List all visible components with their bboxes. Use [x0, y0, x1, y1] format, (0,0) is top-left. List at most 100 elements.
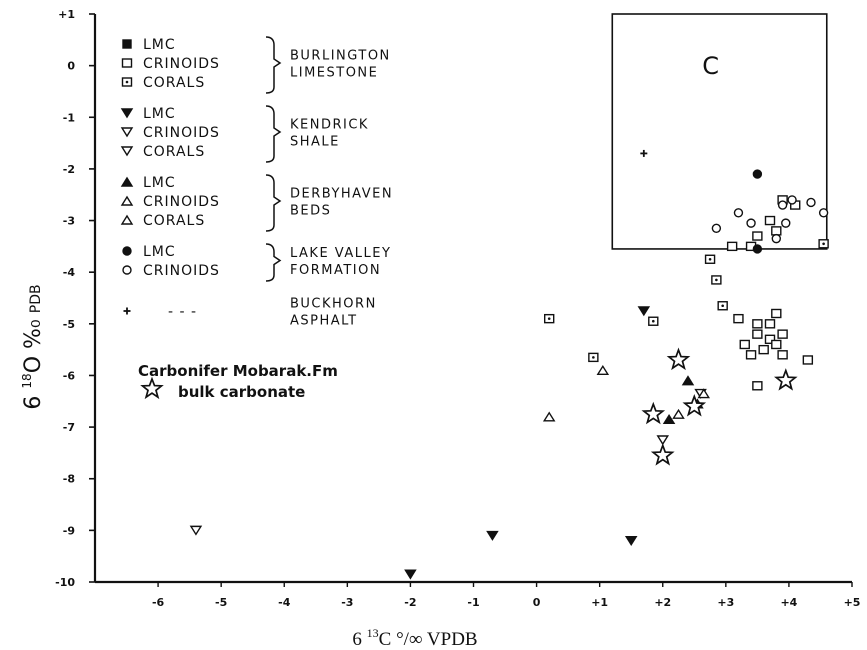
y-tick-label: +1 [58, 8, 75, 21]
legend-group-name: BEDS [290, 204, 331, 219]
data-point [588, 352, 599, 363]
legend-marker-tri-down-filled [120, 108, 134, 119]
ticks: +10-1-2-3-4-5-6-7-8-9-10-6 -5 -4 -3 -2 -1 0 +1 +… [55, 8, 860, 609]
legend-label: CORALS [143, 75, 205, 91]
data-point [818, 239, 829, 249]
legend-group-name: LAKE VALLEY [290, 246, 391, 261]
data-point [771, 308, 782, 319]
legend-marker-square-dot [121, 77, 133, 87]
data-point [764, 215, 776, 226]
data-point [802, 355, 814, 365]
data-point [752, 381, 763, 391]
data-point [787, 195, 797, 205]
data-point [637, 306, 651, 317]
legend-bracket [265, 105, 282, 163]
data-points [189, 149, 829, 580]
axes [93, 14, 852, 584]
series [544, 239, 829, 363]
legend-label: CORALS [143, 213, 205, 229]
data-point [777, 200, 788, 210]
legend-bracket [265, 174, 282, 232]
legend-label: CRINOIDS [143, 194, 220, 210]
data-point [542, 411, 556, 422]
annotation-line-2: bulk carbonate [178, 383, 305, 401]
x-tick-label: -3 [341, 596, 353, 609]
legend-marker-circle-filled [122, 246, 132, 256]
legend-label: CRINOIDS [143, 125, 220, 141]
x-tick-label: -6 [152, 596, 165, 609]
inset-box-c: C [611, 13, 828, 250]
legend-group-name: LIMESTONE [290, 66, 378, 81]
data-point [771, 226, 782, 236]
legend-group-name: BUCKHORN [290, 297, 377, 312]
data-point [752, 244, 763, 254]
annotation-line-1: Carbonifer Mobarak.Fm [138, 362, 338, 380]
data-point [771, 233, 781, 244]
legend-label: LMC [143, 106, 176, 122]
x-tick-label: -2 [404, 596, 416, 609]
y-tick-label: -6 [63, 369, 76, 382]
series [542, 364, 711, 422]
data-point [704, 254, 716, 264]
legend-marker-plus [123, 307, 131, 315]
legend-label: CORALS [143, 144, 205, 160]
legend-group: LMC CRINOIDS LAKE VALLEY FORMATION [122, 243, 391, 282]
data-point [404, 569, 417, 580]
legend-marker-tri-down-open [120, 146, 134, 157]
data-point [666, 347, 691, 371]
legend-group-name: BURLINGTON [290, 49, 391, 64]
legend-marker-square-filled [122, 39, 132, 49]
legend-marker-tri-down-open [120, 127, 134, 138]
x-tick-label: -1 [467, 596, 479, 609]
series [641, 347, 798, 466]
data-point [752, 319, 763, 329]
data-point [648, 316, 659, 326]
x-tick-label: 0 [533, 596, 541, 609]
data-point [697, 388, 711, 399]
legend-group: LMC CRINOIDS CORALS DERBYHAVEN BEDS [120, 174, 392, 232]
legend-label: CRINOIDS [143, 56, 220, 72]
legend-label: - - - [168, 304, 197, 320]
x-axis-label: 6 13C °/∞ VPDB [352, 626, 477, 650]
annotation-star-icon [140, 376, 164, 400]
legend-group: LMC CRINOIDS CORALS KENDRICK SHALE [120, 105, 367, 163]
data-point [773, 368, 798, 391]
data-point [662, 414, 676, 425]
legend-label: LMC [143, 175, 176, 191]
legend-bracket [265, 36, 282, 94]
x-tick-label: -5 [215, 596, 227, 609]
data-point [681, 375, 695, 386]
data-point [640, 149, 648, 157]
legend-group: LMC CRINOIDS CORALS BURLINGTON LIMESTONE [121, 36, 391, 94]
x-tick-label: +2 [654, 596, 671, 609]
data-point [726, 241, 738, 252]
data-point [739, 339, 750, 350]
data-point [596, 364, 610, 375]
data-point [745, 350, 757, 360]
y-axis-label: 6 18O %₀PDB [20, 284, 46, 409]
data-point [672, 408, 685, 419]
x-tick-label: -4 [278, 596, 291, 609]
legend-label: CRINOIDS [143, 263, 220, 279]
data-point [733, 313, 744, 324]
data-point [650, 443, 675, 466]
data-point [752, 231, 763, 241]
legend-marker-tri-up-open [120, 195, 134, 206]
legend-marker-circle-open [122, 265, 132, 275]
data-point [752, 329, 763, 339]
legend-label: LMC [143, 244, 176, 260]
data-point [764, 334, 776, 345]
legend-group-name: FORMATION [290, 263, 381, 278]
legend-marker-square-open [121, 58, 133, 68]
y-tick-label: -3 [63, 215, 75, 228]
x-tick-label: +3 [717, 596, 734, 609]
legend-group-name: SHALE [290, 135, 340, 150]
inset-box-label: C [702, 52, 719, 80]
x-tick-label: +5 [844, 596, 861, 609]
y-tick-label: -2 [63, 163, 75, 176]
legend: LMC CRINOIDS CORALS BURLINGTON LIMESTONE LMC C… [120, 36, 392, 400]
data-point [777, 350, 788, 360]
data-point [711, 275, 722, 285]
data-point [818, 208, 829, 218]
y-tick-label: -10 [55, 576, 75, 589]
